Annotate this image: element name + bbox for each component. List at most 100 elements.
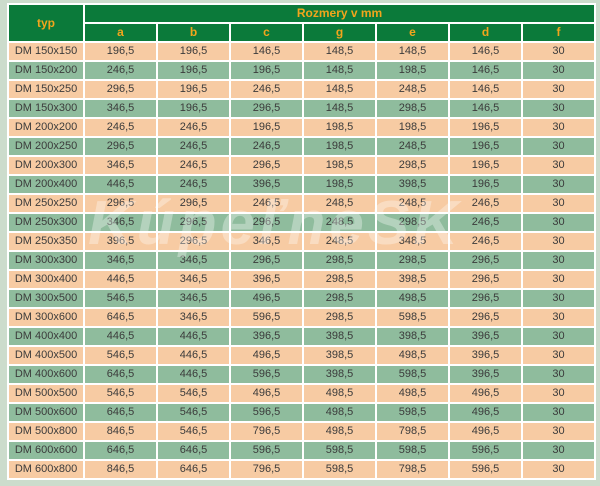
- value-cell: 346,5: [158, 309, 229, 326]
- value-cell: 396,5: [231, 271, 302, 288]
- value-cell: 398,5: [304, 366, 375, 383]
- value-cell: 298,5: [304, 309, 375, 326]
- value-cell: 148,5: [304, 62, 375, 79]
- typ-cell: DM 150x150: [9, 43, 83, 60]
- value-cell: 846,5: [85, 423, 156, 440]
- value-cell: 196,5: [85, 43, 156, 60]
- table-body: DM 150x150 196,5 196,5 146,5 148,5 148,5 146,5…: [9, 43, 595, 478]
- typ-cell: DM 300x500: [9, 290, 83, 307]
- table-row: DM 300x500 546,5 346,5 496,5 298,5 498,5 296,5…: [9, 290, 595, 307]
- value-cell: 148,5: [304, 43, 375, 60]
- table-row: DM 250x350 396,5 296,5 346,5 248,5 348,5 246,5…: [9, 233, 595, 250]
- value-cell: 298,5: [304, 252, 375, 269]
- value-cell: 196,5: [158, 43, 229, 60]
- value-cell: 30: [523, 423, 595, 440]
- value-cell: 146,5: [450, 100, 521, 117]
- value-cell: 646,5: [85, 366, 156, 383]
- value-cell: 248,5: [377, 138, 448, 155]
- value-cell: 846,5: [85, 461, 156, 478]
- value-cell: 148,5: [304, 100, 375, 117]
- value-cell: 346,5: [231, 233, 302, 250]
- table-row: DM 200x300 346,5 246,5 296,5 198,5 298,5 196,5…: [9, 157, 595, 174]
- value-cell: 30: [523, 43, 595, 60]
- value-cell: 446,5: [85, 271, 156, 288]
- value-cell: 398,5: [377, 176, 448, 193]
- value-cell: 598,5: [377, 442, 448, 459]
- table-row: DM 300x400 446,5 346,5 396,5 298,5 398,5 296,5…: [9, 271, 595, 288]
- typ-cell: DM 400x600: [9, 366, 83, 383]
- value-cell: 446,5: [158, 366, 229, 383]
- value-cell: 296,5: [158, 214, 229, 231]
- value-cell: 196,5: [158, 62, 229, 79]
- value-cell: 398,5: [304, 328, 375, 345]
- value-cell: 198,5: [304, 157, 375, 174]
- column-header-d: d: [450, 24, 521, 41]
- value-cell: 298,5: [377, 157, 448, 174]
- value-cell: 596,5: [231, 442, 302, 459]
- value-cell: 30: [523, 366, 595, 383]
- value-cell: 296,5: [450, 252, 521, 269]
- value-cell: 196,5: [231, 119, 302, 136]
- value-cell: 246,5: [231, 138, 302, 155]
- column-header-a: a: [85, 24, 156, 41]
- typ-cell: DM 300x300: [9, 252, 83, 269]
- value-cell: 248,5: [304, 195, 375, 212]
- typ-cell: DM 200x250: [9, 138, 83, 155]
- typ-cell: DM 400x400: [9, 328, 83, 345]
- value-cell: 30: [523, 290, 595, 307]
- value-cell: 296,5: [231, 252, 302, 269]
- value-cell: 196,5: [231, 62, 302, 79]
- value-cell: 30: [523, 195, 595, 212]
- value-cell: 346,5: [85, 100, 156, 117]
- value-cell: 798,5: [377, 423, 448, 440]
- value-cell: 646,5: [85, 309, 156, 326]
- table-row: DM 200x200 246,5 246,5 196,5 198,5 198,5 196,5…: [9, 119, 595, 136]
- value-cell: 30: [523, 252, 595, 269]
- value-cell: 646,5: [85, 404, 156, 421]
- value-cell: 396,5: [450, 347, 521, 364]
- table-row: DM 150x150 196,5 196,5 146,5 148,5 148,5 146,5…: [9, 43, 595, 60]
- value-cell: 498,5: [377, 347, 448, 364]
- table-row: DM 150x250 296,5 196,5 246,5 148,5 248,5 146,5…: [9, 81, 595, 98]
- value-cell: 646,5: [158, 461, 229, 478]
- value-cell: 30: [523, 157, 595, 174]
- value-cell: 346,5: [85, 157, 156, 174]
- value-cell: 146,5: [450, 43, 521, 60]
- value-cell: 396,5: [231, 328, 302, 345]
- value-cell: 296,5: [231, 157, 302, 174]
- table-row: DM 500x600 646,5 546,5 596,5 498,5 598,5 496,5…: [9, 404, 595, 421]
- typ-cell: DM 250x300: [9, 214, 83, 231]
- column-header-g: g: [304, 24, 375, 41]
- value-cell: 30: [523, 328, 595, 345]
- value-cell: 146,5: [231, 43, 302, 60]
- value-cell: 196,5: [450, 157, 521, 174]
- value-cell: 198,5: [304, 176, 375, 193]
- value-cell: 30: [523, 81, 595, 98]
- value-cell: 30: [523, 309, 595, 326]
- value-cell: 296,5: [85, 138, 156, 155]
- value-cell: 248,5: [377, 81, 448, 98]
- typ-cell: DM 400x500: [9, 347, 83, 364]
- typ-cell: DM 200x300: [9, 157, 83, 174]
- value-cell: 398,5: [377, 271, 448, 288]
- value-cell: 298,5: [304, 290, 375, 307]
- value-cell: 248,5: [304, 214, 375, 231]
- value-cell: 598,5: [304, 442, 375, 459]
- value-cell: 146,5: [450, 81, 521, 98]
- value-cell: 496,5: [450, 385, 521, 402]
- value-cell: 598,5: [377, 404, 448, 421]
- value-cell: 30: [523, 461, 595, 478]
- table-row: DM 200x250 296,5 246,5 246,5 198,5 248,5 196,5…: [9, 138, 595, 155]
- value-cell: 646,5: [85, 442, 156, 459]
- table-row: DM 300x300 346,5 346,5 296,5 298,5 298,5 296,5…: [9, 252, 595, 269]
- value-cell: 298,5: [304, 271, 375, 288]
- value-cell: 496,5: [450, 404, 521, 421]
- value-cell: 30: [523, 404, 595, 421]
- value-cell: 196,5: [450, 138, 521, 155]
- value-cell: 546,5: [158, 404, 229, 421]
- table-row: DM 300x600 646,5 346,5 596,5 298,5 598,5 296,5…: [9, 309, 595, 326]
- table-row: DM 500x800 846,5 546,5 796,5 498,5 798,5 496,5…: [9, 423, 595, 440]
- value-cell: 796,5: [231, 423, 302, 440]
- typ-cell: DM 150x250: [9, 81, 83, 98]
- value-cell: 546,5: [85, 290, 156, 307]
